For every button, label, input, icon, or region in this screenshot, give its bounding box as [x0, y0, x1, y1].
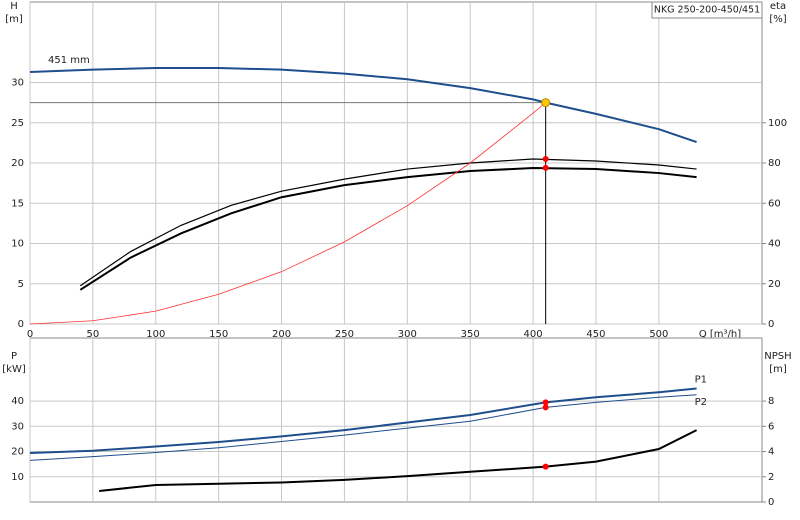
marker — [542, 155, 549, 162]
y2-tick-label: 6 — [768, 421, 774, 432]
y-tick-label: 10 — [11, 472, 24, 483]
y-tick-label: 0 — [18, 319, 24, 330]
y2-axis-label: [%] — [769, 14, 786, 25]
x-tick-label: 400 — [524, 329, 543, 340]
x-tick-label: 50 — [87, 329, 100, 340]
x-tick-label: 450 — [586, 329, 605, 340]
series-line — [29, 102, 546, 325]
series-line — [99, 429, 698, 493]
y-tick-label: 10 — [11, 239, 24, 250]
marker — [542, 404, 549, 411]
y2-tick-label: 0 — [768, 497, 774, 508]
y-tick-label: 40 — [11, 396, 24, 407]
x-tick-label: 500 — [649, 329, 668, 340]
x-tick-label: 250 — [335, 329, 354, 340]
y-tick-label: 5 — [18, 279, 24, 290]
y-tick-label: 15 — [11, 198, 24, 209]
y-tick-label: 30 — [11, 78, 24, 89]
y-tick-label: 25 — [11, 118, 24, 129]
y-tick-label: 20 — [11, 447, 24, 458]
series-line — [79, 167, 697, 291]
y-tick-label: 20 — [11, 158, 24, 169]
operating-point — [541, 98, 551, 108]
marker — [542, 399, 549, 406]
series-line — [79, 158, 697, 287]
y-axis-label: H — [10, 1, 18, 12]
y2-tick-label: 100 — [768, 118, 787, 129]
series-line — [29, 394, 697, 461]
x-tick-label: 0 — [27, 329, 33, 340]
y2-tick-label: 0 — [768, 319, 774, 330]
x-axis-label: Q [m³/h] — [699, 329, 741, 340]
series-label: 451 mm — [48, 55, 90, 66]
y2-axis-label: [m] — [769, 364, 787, 375]
y2-axis-label: NPSH — [764, 351, 791, 362]
marker — [542, 463, 549, 470]
series-line — [29, 67, 697, 144]
y-tick-label: 30 — [11, 421, 24, 432]
y2-tick-label: 80 — [768, 158, 781, 169]
y-axis-label: [kW] — [2, 364, 26, 375]
y2-tick-label: 8 — [768, 396, 774, 407]
title-box — [651, 1, 763, 19]
x-tick-label: 150 — [209, 329, 228, 340]
y2-axis-label: eta — [770, 1, 786, 12]
marker — [542, 164, 549, 171]
y-axis-label: P — [11, 351, 17, 362]
x-tick-label: 100 — [146, 329, 165, 340]
series-label: P2 — [695, 397, 707, 408]
chart-title: NKG 250-200-450/451 — [654, 5, 760, 16]
y2-tick-label: 2 — [768, 472, 774, 483]
series-label: P1 — [695, 374, 707, 385]
y2-tick-label: 40 — [768, 239, 781, 250]
x-tick-label: 200 — [272, 329, 291, 340]
y-axis-label: [m] — [5, 14, 23, 25]
x-tick-label: 300 — [398, 329, 417, 340]
series-line — [29, 387, 697, 455]
y2-tick-label: 4 — [768, 447, 774, 458]
x-tick-label: 350 — [461, 329, 480, 340]
y2-tick-label: 20 — [768, 279, 781, 290]
y2-tick-label: 60 — [768, 198, 781, 209]
